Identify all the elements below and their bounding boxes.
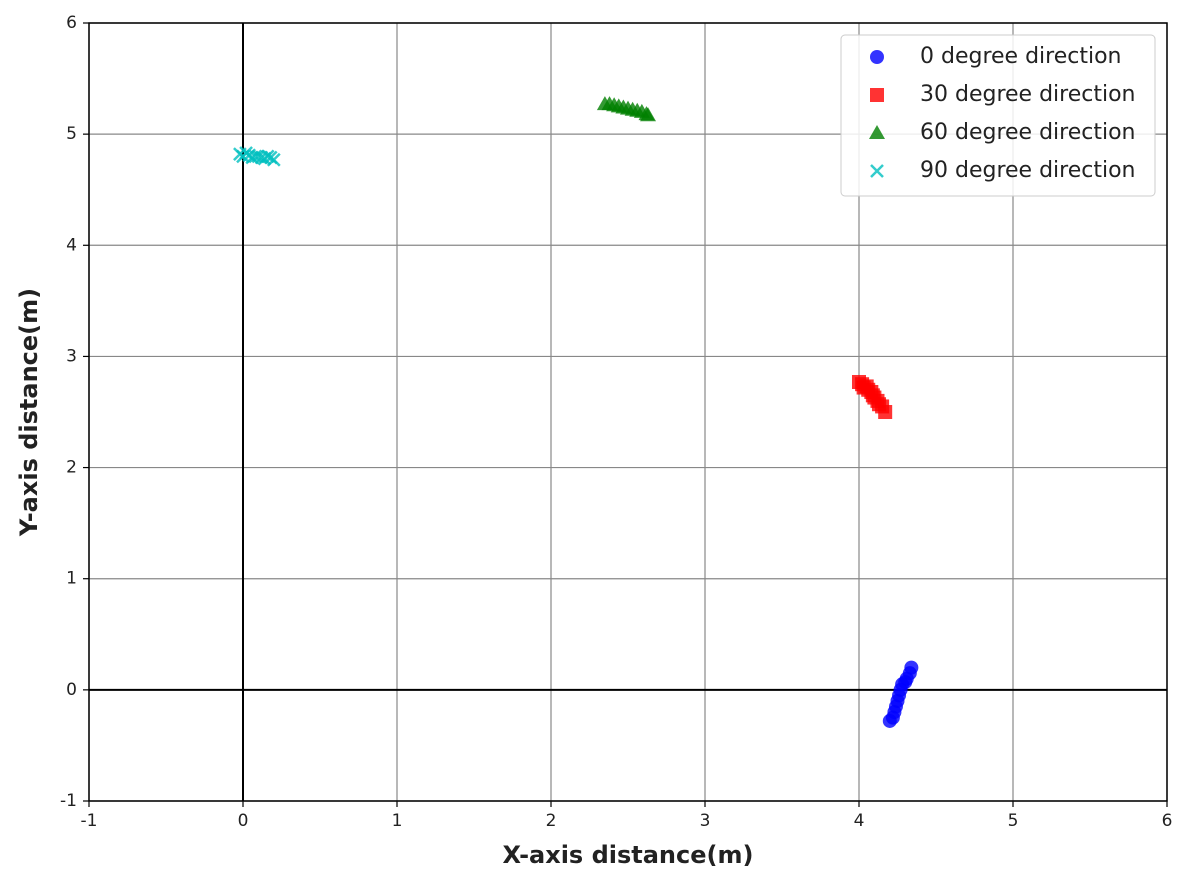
x-axis-label: X-axis distance(m) <box>503 841 754 869</box>
legend-text: 90 degree direction <box>920 158 1136 183</box>
y-tick-label: 4 <box>66 235 77 255</box>
x-tick-label: 2 <box>546 811 557 831</box>
legend-marker <box>870 164 884 178</box>
y-tick-label: 5 <box>66 124 77 144</box>
x-tick-label: -1 <box>81 811 98 831</box>
x-tick-label: 4 <box>854 811 865 831</box>
x-tick-label: 3 <box>700 811 711 831</box>
y-tick-label: 3 <box>66 346 77 366</box>
legend-box <box>840 34 1156 197</box>
y-tick-label: 2 <box>66 458 77 478</box>
x-tick-label: 1 <box>392 811 403 831</box>
y-tick-label: 6 <box>66 13 77 33</box>
point <box>266 152 281 167</box>
y-tick-label: -1 <box>60 791 77 811</box>
point <box>878 405 893 419</box>
legend-text: 0 degree direction <box>920 44 1122 69</box>
point <box>904 660 919 675</box>
legend-text: 30 degree direction <box>920 82 1136 107</box>
point <box>640 107 657 122</box>
legend-marker <box>870 88 884 102</box>
x-tick-label: 0 <box>238 811 249 831</box>
y-axis-label: Y-axis distance(m) <box>15 288 43 537</box>
plot-frame <box>88 22 1168 802</box>
y-tick-label: 0 <box>66 680 77 700</box>
legend-marker <box>869 125 885 139</box>
legend-marker <box>870 50 884 64</box>
x-tick-label: 5 <box>1008 811 1019 831</box>
legend-text: 60 degree direction <box>920 120 1136 145</box>
x-tick-label: 6 <box>1162 811 1173 831</box>
y-tick-label: 1 <box>66 569 77 589</box>
legend: 0 degree direction 30 degree direction 60 … <box>840 34 1156 197</box>
